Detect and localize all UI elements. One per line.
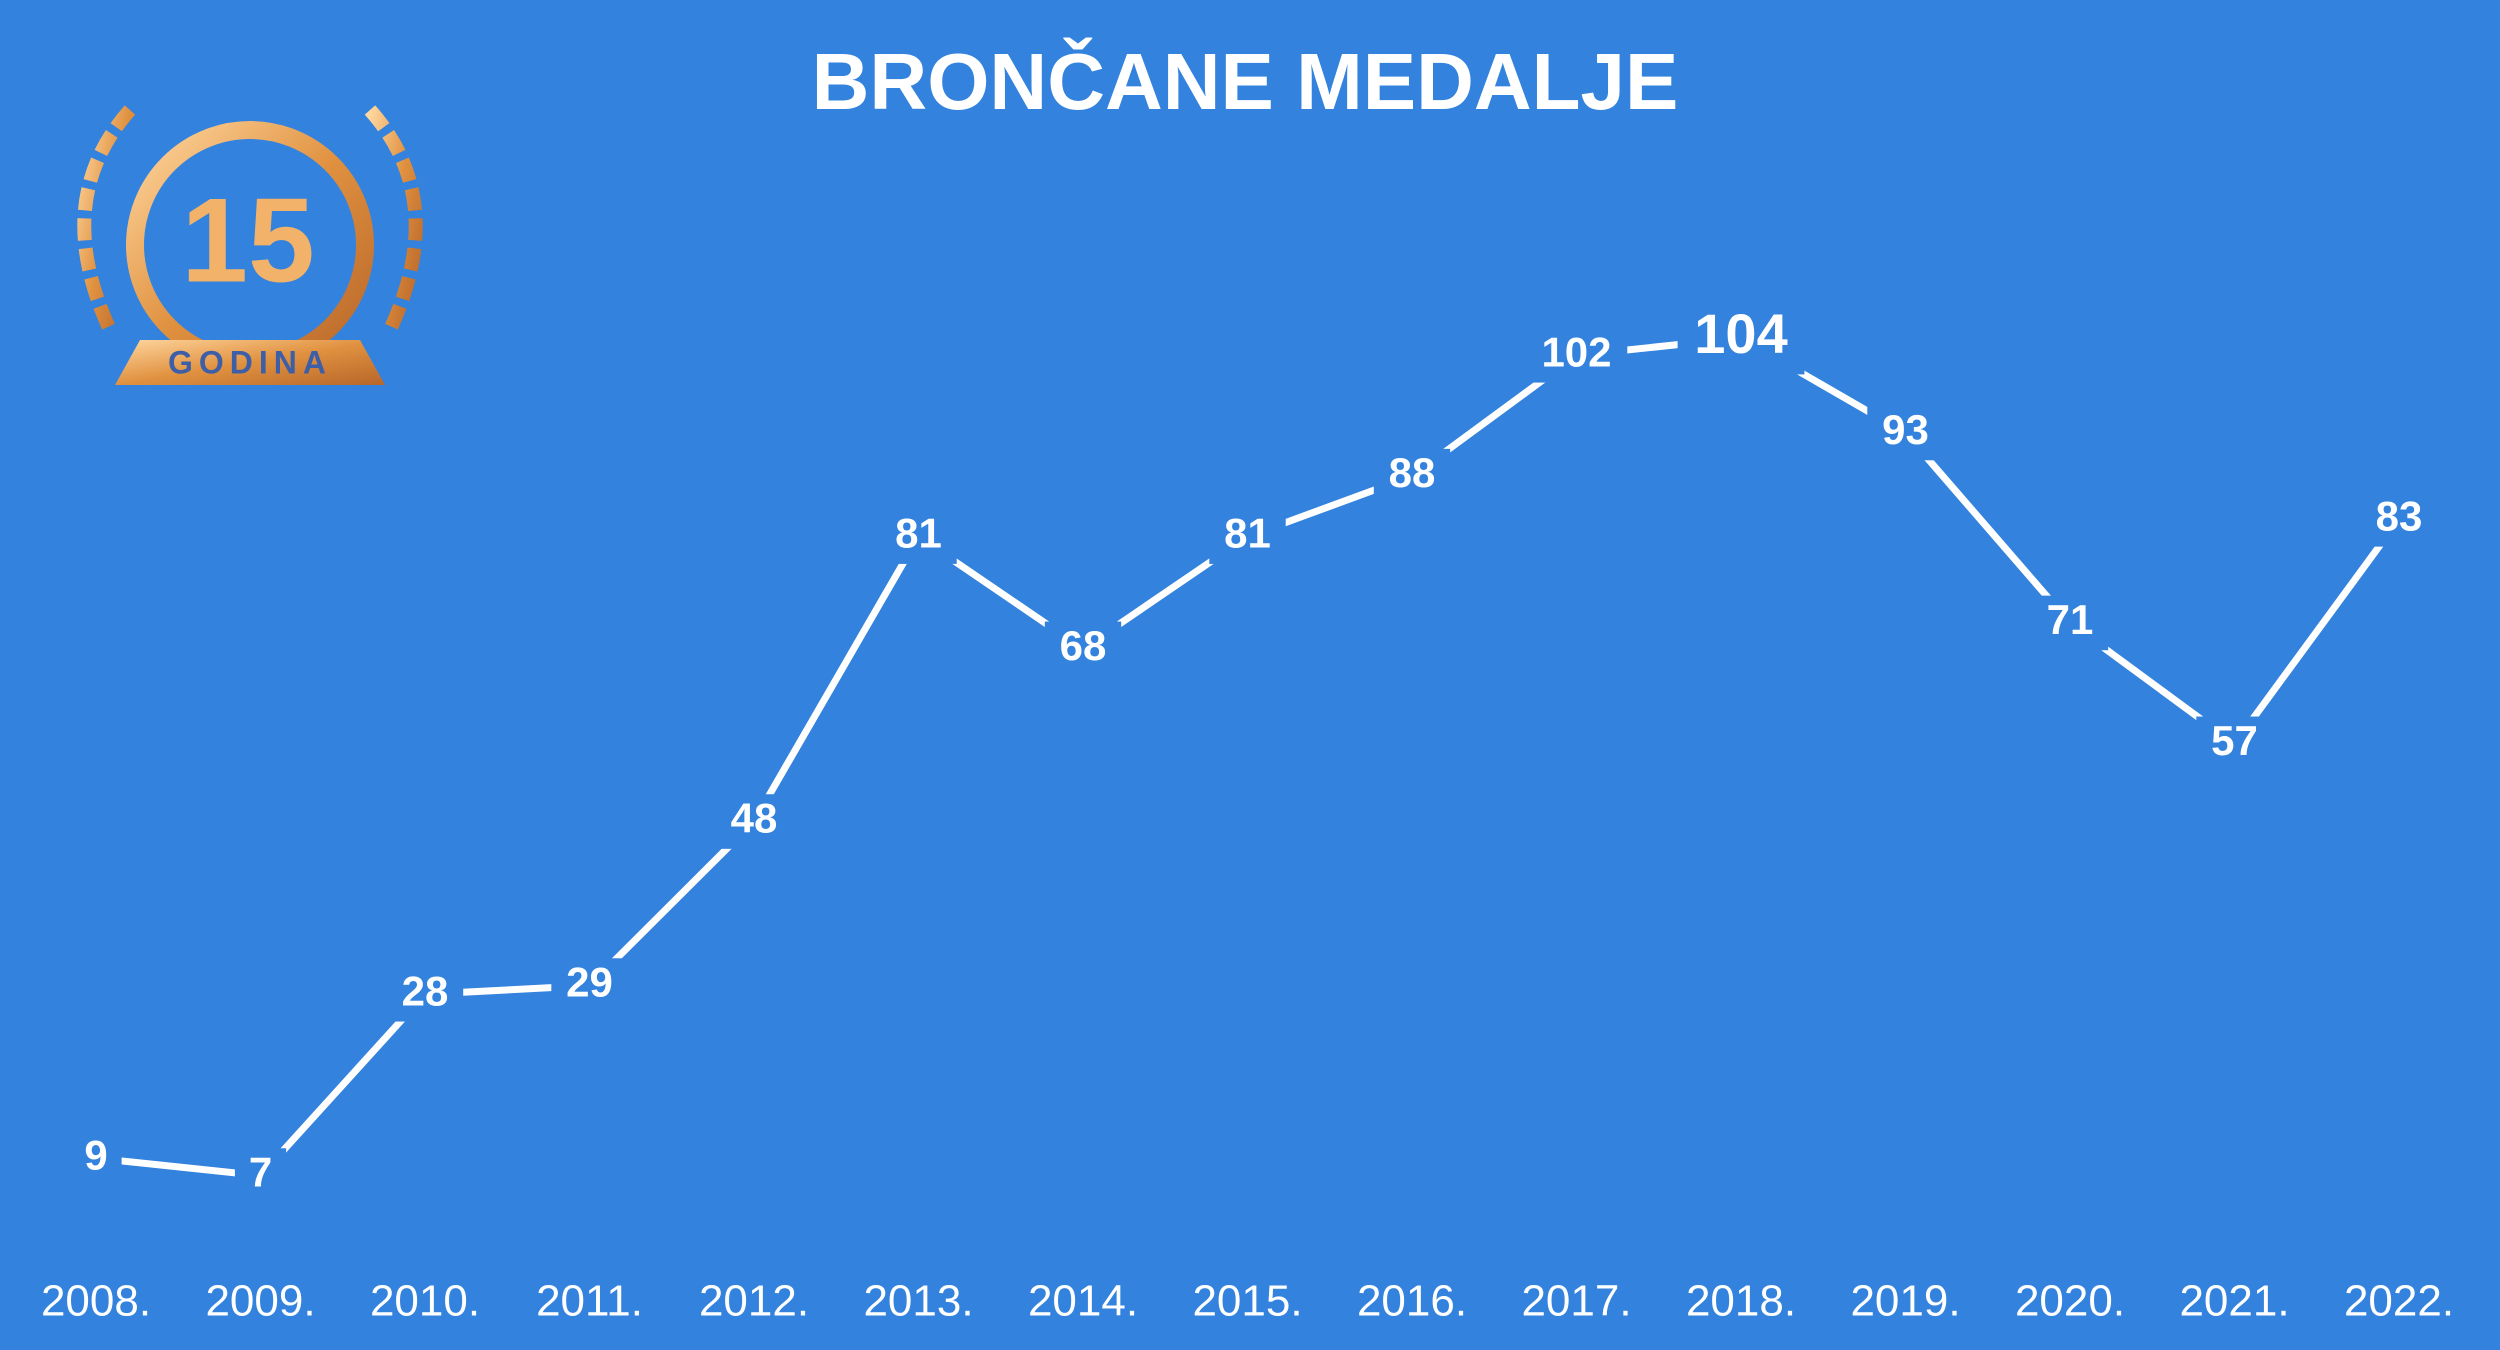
x-tick-label: 2018. [1686,1277,1796,1326]
chart-title: BRONČANE MEDALJE [812,37,1679,126]
label-gap [1209,509,1286,564]
value-label: 81 [1224,510,1271,557]
ribbon [115,340,385,385]
logo: 15 GODINA [77,105,423,385]
x-tick-label: 2012. [699,1277,809,1326]
value-label: 71 [2047,596,2094,643]
label-gap [234,1148,287,1203]
x-tick-label: 2017. [1521,1277,1631,1326]
logo-text: GODINA [168,344,332,380]
x-tick-label: 2019. [1850,1277,1960,1326]
value-label: 104 [1694,302,1787,365]
x-tick-label: 2008. [41,1277,151,1326]
value-label: 93 [1882,406,1929,453]
value-label: 83 [2376,492,2423,539]
value-label: 9 [84,1131,107,1178]
x-tick-label: 2011. [536,1277,643,1326]
value-label: 81 [895,510,942,557]
value-label: 88 [1389,449,1436,496]
label-gap [1044,621,1122,677]
x-tick-label: 2014. [1028,1277,1138,1326]
label-gap [715,794,793,849]
label-gap [1373,448,1451,504]
value-label: 7 [249,1149,272,1196]
x-tick-label: 2020. [2015,1277,2125,1326]
value-label: 29 [566,959,613,1006]
value-label: 102 [1541,328,1611,375]
label-gap [1525,327,1628,383]
label-gap [386,966,464,1022]
value-label: 57 [2211,717,2258,764]
label-gap [551,958,628,1013]
laurel-right [364,105,423,333]
x-tick-label: 2022. [2344,1277,2454,1326]
logo-number: 15 [181,174,314,308]
label-gap [880,509,957,564]
x-tick-label: 2016. [1357,1277,1467,1326]
label-gap [70,1130,122,1186]
label-gap [2031,595,2109,651]
label-gap [1677,301,1805,375]
value-label: 28 [402,967,449,1014]
x-tick-label: 2013. [863,1277,973,1326]
value-label: 48 [731,795,778,842]
value-label: 68 [1060,622,1107,669]
label-gap [1867,405,1944,461]
laurel-left [77,105,136,333]
label-gap [2360,492,2438,547]
x-tick-label: 2021. [2179,1277,2289,1326]
label-gap [2196,716,2273,772]
x-tick-label: 2015. [1192,1277,1302,1326]
x-tick-label: 2010. [370,1277,480,1326]
x-tick-label: 2009. [205,1277,315,1326]
